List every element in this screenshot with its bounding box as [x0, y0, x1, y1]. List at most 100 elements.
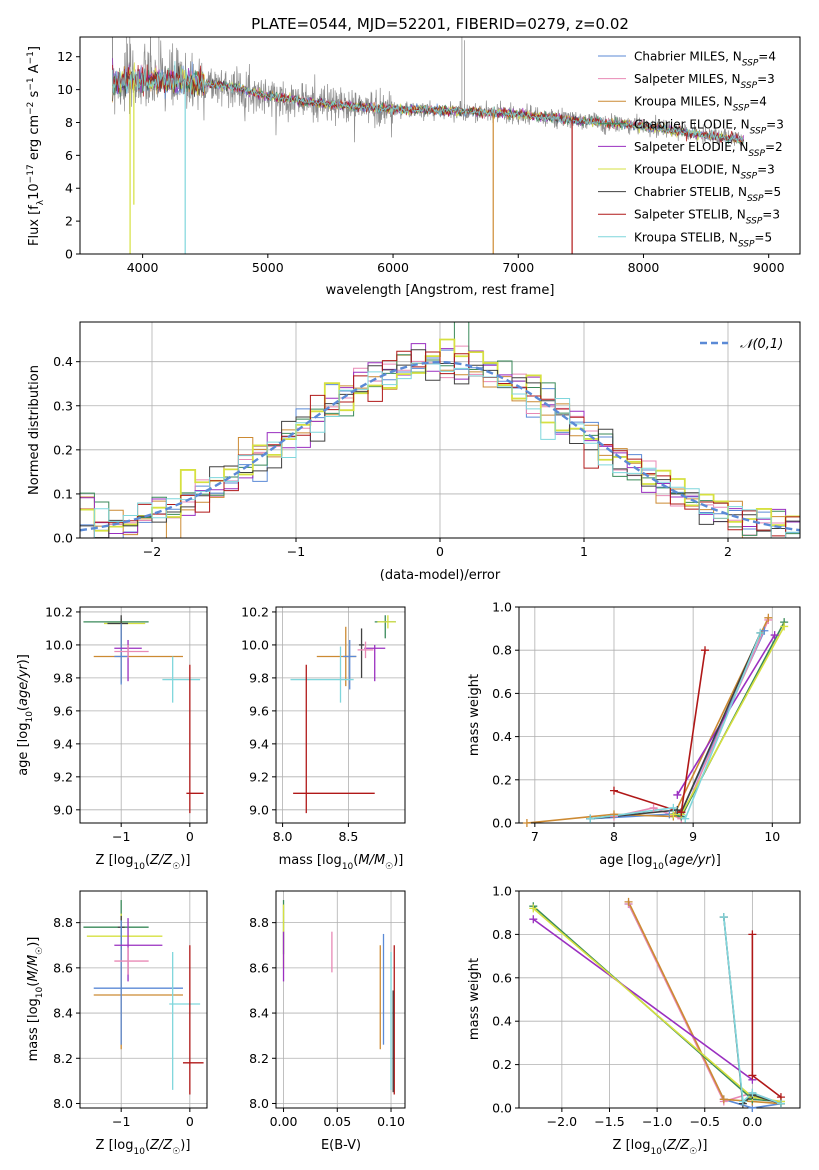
x-tick-label: 4000 — [127, 260, 159, 275]
y-tick-label: 8.2 — [53, 1051, 73, 1066]
x-tick-label: −1 — [287, 544, 305, 559]
weight-marker — [770, 631, 779, 640]
y-tick-label: 0.6 — [492, 970, 512, 985]
y-tick-label: 0.0 — [492, 1101, 512, 1116]
x-tick-label: 0 — [436, 544, 444, 559]
x-tick-label: 1 — [580, 544, 588, 559]
weight-line — [532, 918, 753, 1081]
x-tick-label: 0 — [186, 829, 194, 844]
x-tick-label: −2 — [143, 544, 161, 559]
y-tick-label: 9.8 — [53, 670, 73, 685]
axes-mass-vs-Z: −1 0 8.0 8.2 8.4 8.6 8.8 — [53, 890, 208, 1129]
y-tick-label: 2 — [65, 214, 73, 229]
normal-reference-curve — [80, 360, 800, 532]
y-tick-label: 8.0 — [249, 1096, 269, 1111]
y-tick-label: 0.0 — [53, 531, 73, 546]
weight-marker — [748, 1071, 757, 1080]
weight-line — [627, 901, 782, 1105]
legend-entry: Chabrier ELODIE, NSSP=3 — [634, 117, 784, 136]
y-tick-label: 1.0 — [492, 600, 512, 615]
plot-area — [80, 322, 800, 538]
x-tick-label: 0 — [186, 1114, 194, 1129]
y-tick-label: 9.4 — [53, 736, 73, 751]
y-tick-label: 0.3 — [53, 398, 73, 413]
x-tick-label: 7000 — [502, 260, 534, 275]
weight-marker — [529, 904, 538, 913]
x-tick-label: −1.5 — [594, 1114, 624, 1129]
plot-area — [282, 900, 395, 1095]
weight-line — [751, 934, 782, 1098]
x-tick-label: 5000 — [252, 260, 284, 275]
legend-entry: Salpeter MILES, NSSP=3 — [634, 72, 775, 91]
weight-marker — [624, 897, 633, 906]
legend-entry: Salpeter STELIB, NSSP=3 — [634, 208, 780, 227]
axes-frame — [518, 890, 801, 1109]
y-tick-label: 0.8 — [492, 643, 512, 658]
x-axis-label: wavelength [Angstrom, rest frame] — [326, 283, 555, 298]
y-tick-label: 1.0 — [492, 884, 512, 899]
x-tick-label: 8.5 — [338, 829, 358, 844]
plot-area — [83, 900, 204, 1095]
y-tick-label: 0.4 — [492, 729, 512, 744]
y-tick-label: 9.0 — [249, 802, 269, 817]
x-tick-label: 9000 — [753, 260, 785, 275]
weight-marker — [738, 1097, 747, 1106]
y-tick-label: 0.2 — [492, 1057, 512, 1072]
plot-area — [290, 615, 396, 814]
x-axis-label: E(B-V) — [321, 1138, 361, 1153]
y-tick-label: 8.2 — [249, 1051, 269, 1066]
y-tick-label: 9.2 — [53, 769, 73, 784]
weight-line — [676, 634, 776, 796]
weight-marker — [748, 930, 757, 939]
plot-area — [111, 37, 745, 254]
weight-marker — [609, 810, 618, 819]
x-axis-label: Z [log10(Z/Z☉)] — [96, 1138, 191, 1157]
weight-marker — [522, 819, 531, 827]
x-tick-label: 7 — [531, 829, 539, 844]
y-tick-label: 8.4 — [53, 1006, 73, 1021]
x-axis-label: Z [log10(Z/Z☉)] — [613, 1138, 708, 1157]
legend-entry: 𝒩(0,1) — [740, 337, 783, 352]
weight-marker — [681, 814, 690, 823]
x-axis-label: (data-model)/error — [380, 568, 501, 583]
y-axis-label: age [log10(age/yr)] — [16, 654, 35, 776]
axes-frame — [518, 606, 801, 824]
plot-area — [83, 615, 204, 814]
weight-marker — [719, 1095, 728, 1104]
y-tick-label: 10.0 — [241, 637, 269, 652]
weight-marker — [719, 913, 728, 922]
axes-weight-vs-Z: −2.0 −1.5 −1.0 −0.5 0.0 0.0 0.2 0.4 0.6 0.8 1.0 — [492, 884, 801, 1129]
chart-title: PLATE=0544, MJD=52201, FIBERID=0279, z=0… — [251, 15, 629, 33]
legend-spectrum: Chabrier MILES, NSSP=4 Salpeter MILES, NS… — [598, 50, 784, 249]
legend-entry: Kroupa MILES, NSSP=4 — [634, 95, 767, 114]
axes-frame — [275, 606, 406, 824]
x-tick-label: 8.0 — [273, 829, 293, 844]
y-tick-label: 10 — [57, 82, 73, 97]
y-tick-label: 8.4 — [249, 1006, 269, 1021]
axes-frame — [275, 890, 406, 1109]
y-tick-label: 8 — [65, 115, 73, 130]
axes-frame — [79, 890, 208, 1109]
y-tick-label: 8.6 — [249, 960, 269, 975]
weight-marker — [780, 622, 789, 631]
x-tick-label: 6000 — [377, 260, 409, 275]
y-axis-label: Flux [fλ10−17 erg cm−2 s−1 A−1] — [26, 46, 46, 246]
y-tick-label: 0.0 — [492, 816, 512, 831]
y-tick-label: 9.4 — [249, 736, 269, 751]
legend-entry: Salpeter ELODIE, NSSP=2 — [634, 140, 783, 159]
weight-marker — [586, 814, 595, 823]
weight-marker — [529, 915, 538, 924]
x-tick-label: 2 — [724, 544, 732, 559]
y-tick-label: 0.2 — [53, 442, 73, 457]
weight-line — [590, 632, 762, 821]
y-tick-label: 12 — [57, 49, 73, 64]
y-tick-label: 8.0 — [53, 1096, 73, 1111]
y-tick-label: 9.6 — [53, 703, 73, 718]
x-tick-label: −1.0 — [642, 1114, 672, 1129]
residual-histogram — [80, 350, 800, 538]
axes-frame — [79, 606, 208, 824]
axes-weight-vs-age: 7 8 9 10 0.0 0.2 0.4 0.6 0.8 1.0 — [492, 600, 801, 844]
weight-line — [673, 621, 785, 818]
axes-age-vs-mass: 8.0 8.5 9.0 9.2 9.4 9.6 9.8 10.0 10.2 — [241, 604, 406, 844]
x-tick-label: 0.00 — [270, 1114, 298, 1129]
